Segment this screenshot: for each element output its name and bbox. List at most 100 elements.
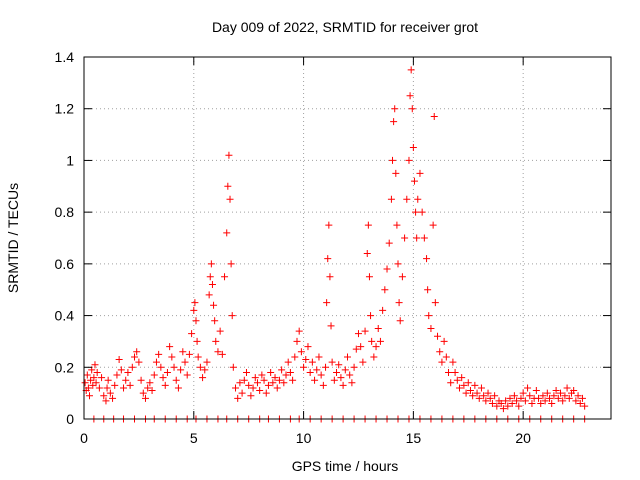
y-tick-label: 0 (66, 411, 74, 427)
data-point (264, 381, 272, 389)
data-point (460, 381, 468, 389)
x-axis-label: GPS time / hours (292, 458, 399, 474)
data-point (260, 376, 268, 384)
data-point (262, 389, 270, 397)
data-point (203, 358, 211, 366)
data-point (374, 325, 382, 332)
data-point (137, 376, 145, 384)
chart-title: Day 009 of 2022, SRMTID for receiver gro… (212, 19, 478, 35)
data-point (109, 394, 117, 402)
data-point (367, 312, 375, 320)
data-point (161, 381, 169, 389)
data-point (207, 260, 215, 268)
x-tick-label: 15 (406, 430, 422, 446)
data-point (502, 397, 510, 405)
data-point (249, 384, 257, 392)
x-tick-label: 10 (296, 430, 312, 446)
data-point (174, 384, 182, 392)
data-point (409, 144, 417, 151)
data-point (206, 273, 214, 281)
data-point (524, 384, 532, 392)
y-tick-label: 1.4 (55, 49, 75, 65)
data-point (449, 358, 457, 366)
data-point (539, 392, 547, 400)
data-point (504, 402, 512, 410)
data-point (455, 384, 463, 392)
data-point (395, 299, 403, 307)
data-point (412, 208, 420, 216)
data-point (242, 368, 250, 376)
data-point (396, 317, 404, 325)
data-point (103, 384, 111, 392)
data-point (535, 394, 543, 402)
data-point (304, 343, 312, 351)
data-point (391, 105, 399, 113)
data-point (93, 368, 101, 376)
x-tick-labels: 0 5 10 15 20 (80, 430, 531, 446)
data-point (313, 366, 321, 374)
data-point (102, 397, 110, 405)
data-point (486, 394, 494, 402)
data-point (128, 363, 136, 371)
data-point (256, 387, 264, 395)
data-point (480, 392, 488, 400)
data-point (477, 384, 485, 392)
data-point (91, 361, 99, 369)
data-point (229, 363, 237, 371)
data-point (238, 389, 246, 397)
data-point (442, 353, 450, 361)
data-point (146, 379, 154, 387)
data-point (223, 229, 231, 237)
data-point (188, 330, 196, 338)
data-point (430, 112, 438, 120)
data-point (357, 343, 365, 351)
data-point (528, 399, 536, 407)
data-point (327, 322, 335, 330)
data-point (462, 389, 470, 397)
data-point (273, 384, 281, 392)
data-point (482, 397, 490, 405)
data-point (552, 387, 560, 395)
data-point (315, 353, 323, 361)
data-point (300, 363, 308, 371)
data-point (306, 368, 314, 376)
data-point (247, 392, 255, 400)
data-point (330, 376, 338, 384)
data-point (90, 374, 98, 382)
data-point (293, 337, 301, 345)
data-point (431, 299, 439, 307)
data-point (416, 169, 424, 177)
data-point (212, 337, 220, 345)
data-point (359, 358, 367, 366)
data-point (581, 402, 589, 410)
data-point (410, 177, 418, 185)
data-point (317, 371, 325, 379)
data-point (464, 379, 472, 387)
data-point (425, 312, 433, 320)
data-point (508, 399, 516, 407)
data-point (120, 384, 128, 392)
data-point (515, 402, 523, 410)
plot-frame (83, 56, 612, 420)
data-point (113, 371, 121, 379)
data-point (438, 358, 446, 366)
data-point (170, 363, 178, 371)
x-tick-label: 20 (515, 430, 531, 446)
data-point (228, 312, 236, 320)
data-point (372, 343, 380, 351)
data-point (144, 384, 152, 392)
data-point (493, 402, 501, 410)
data-point (401, 234, 409, 242)
data-point (172, 376, 180, 384)
data-point (124, 368, 132, 376)
data-point (211, 317, 219, 325)
data-point (407, 66, 415, 74)
x-tick-label: 0 (80, 430, 88, 446)
data-point (376, 337, 384, 345)
data-point (308, 358, 316, 366)
data-point (297, 348, 305, 356)
data-point (325, 221, 333, 229)
data-point (122, 376, 130, 384)
data-point (414, 195, 422, 203)
